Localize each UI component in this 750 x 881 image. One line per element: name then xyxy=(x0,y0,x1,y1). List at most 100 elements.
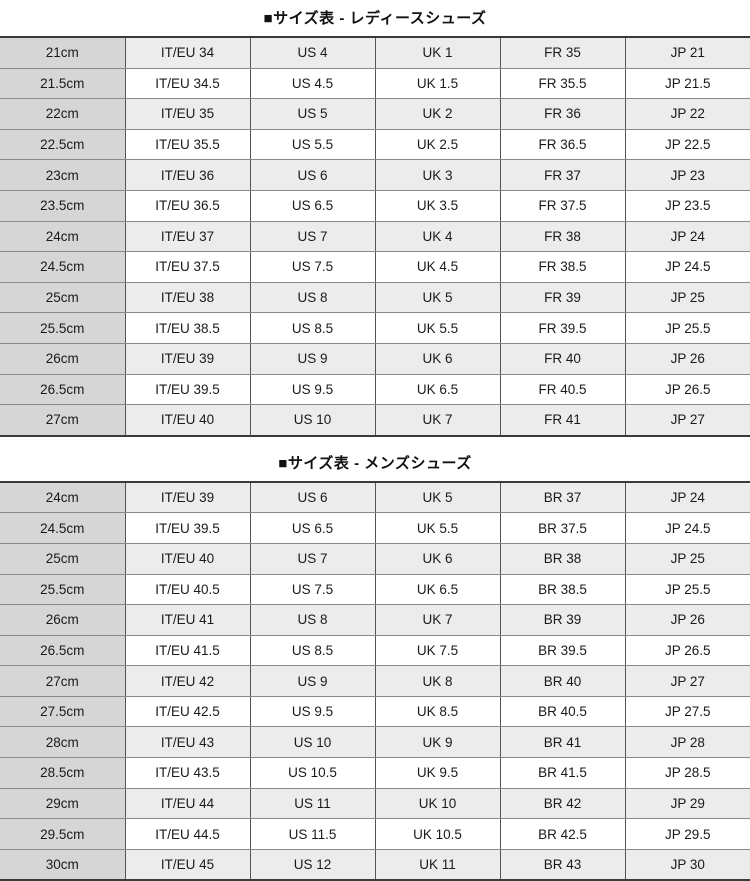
cell-jp-size: JP 26 xyxy=(625,342,750,375)
cell-cm-size: 24.5cm xyxy=(0,251,126,283)
cell-br-size: BR 41 xyxy=(500,726,626,759)
cell-jp-size: JP 29.5 xyxy=(625,818,750,850)
cell-cm-size: 24cm xyxy=(0,481,126,514)
cell-br-size: BR 37.5 xyxy=(500,512,626,544)
cell-br-size: BR 42 xyxy=(500,787,626,820)
cell-it-eu-size: IT/EU 39 xyxy=(125,481,251,514)
cell-fr-size: FR 36.5 xyxy=(500,128,626,161)
cell-cm-size: 25cm xyxy=(0,542,126,575)
cell-uk-size: UK 1 xyxy=(375,36,501,69)
cell-us-size: US 7 xyxy=(250,542,376,575)
cell-it-eu-size: IT/EU 36 xyxy=(125,159,251,191)
table-row: 24.5cm IT/EU 39.5 US 6.5 UK 5.5 BR 37.5 JP 24… xyxy=(0,512,750,544)
cell-it-eu-size: IT/EU 37 xyxy=(125,220,251,253)
cell-it-eu-size: IT/EU 39 xyxy=(125,342,251,375)
table-row: 25cm IT/EU 38 US 8 UK 5 FR 39 JP 25 xyxy=(0,281,750,314)
table-row: 27cm IT/EU 40 US 10 UK 7 FR 41 JP 27 xyxy=(0,404,750,437)
ladies-size-table: 21cm IT/EU 34 US 4 UK 1 FR 35 JP 21 21.5cm IT/E… xyxy=(0,36,750,437)
cell-jp-size: JP 29 xyxy=(625,787,750,820)
cell-it-eu-size: IT/EU 35 xyxy=(125,98,251,130)
cell-us-size: US 9.5 xyxy=(250,695,376,728)
cell-fr-size: FR 37.5 xyxy=(500,189,626,222)
cell-it-eu-size: IT/EU 34 xyxy=(125,36,251,69)
cell-jp-size: JP 26 xyxy=(625,604,750,636)
cell-jp-size: JP 27 xyxy=(625,665,750,697)
table-row: 29.5cm IT/EU 44.5 US 11.5 UK 10.5 BR 42.5 JP … xyxy=(0,818,750,850)
cell-fr-size: FR 37 xyxy=(500,159,626,191)
cell-us-size: US 7.5 xyxy=(250,251,376,283)
cell-it-eu-size: IT/EU 37.5 xyxy=(125,251,251,283)
table-row: 21cm IT/EU 34 US 4 UK 1 FR 35 JP 21 xyxy=(0,36,750,69)
cell-cm-size: 30cm xyxy=(0,848,126,881)
table-row: 27cm IT/EU 42 US 9 UK 8 BR 40 JP 27 xyxy=(0,665,750,697)
cell-cm-size: 28.5cm xyxy=(0,757,126,789)
cell-jp-size: JP 22 xyxy=(625,98,750,130)
cell-it-eu-size: IT/EU 43 xyxy=(125,726,251,759)
cell-it-eu-size: IT/EU 40 xyxy=(125,542,251,575)
cell-us-size: US 9.5 xyxy=(250,373,376,406)
cell-uk-size: UK 11 xyxy=(375,848,501,881)
cell-br-size: BR 41.5 xyxy=(500,757,626,789)
cell-cm-size: 27cm xyxy=(0,665,126,697)
cell-cm-size: 23.5cm xyxy=(0,189,126,222)
cell-cm-size: 23cm xyxy=(0,159,126,191)
cell-us-size: US 8.5 xyxy=(250,634,376,667)
cell-us-size: US 8.5 xyxy=(250,312,376,344)
cell-cm-size: 29.5cm xyxy=(0,818,126,850)
ladies-table-body: 21cm IT/EU 34 US 4 UK 1 FR 35 JP 21 21.5cm IT/E… xyxy=(0,36,750,437)
cell-jp-size: JP 26.5 xyxy=(625,373,750,406)
table-row: 23.5cm IT/EU 36.5 US 6.5 UK 3.5 FR 37.5 JP 23… xyxy=(0,189,750,222)
cell-cm-size: 26cm xyxy=(0,342,126,375)
cell-jp-size: JP 25 xyxy=(625,281,750,314)
cell-uk-size: UK 9.5 xyxy=(375,757,501,789)
cell-uk-size: UK 9 xyxy=(375,726,501,759)
cell-uk-size: UK 5.5 xyxy=(375,512,501,544)
cell-us-size: US 12 xyxy=(250,848,376,881)
cell-us-size: US 10 xyxy=(250,726,376,759)
cell-fr-size: FR 38.5 xyxy=(500,251,626,283)
cell-us-size: US 7 xyxy=(250,220,376,253)
cell-uk-size: UK 7 xyxy=(375,604,501,636)
cell-fr-size: FR 36 xyxy=(500,98,626,130)
table-row: 29cm IT/EU 44 US 11 UK 10 BR 42 JP 29 xyxy=(0,787,750,820)
cell-it-eu-size: IT/EU 42.5 xyxy=(125,695,251,728)
cell-us-size: US 5.5 xyxy=(250,128,376,161)
cell-uk-size: UK 3 xyxy=(375,159,501,191)
cell-uk-size: UK 6.5 xyxy=(375,373,501,406)
cell-cm-size: 25.5cm xyxy=(0,312,126,344)
cell-it-eu-size: IT/EU 41 xyxy=(125,604,251,636)
cell-us-size: US 4.5 xyxy=(250,67,376,100)
table-row: 25.5cm IT/EU 38.5 US 8.5 UK 5.5 FR 39.5 JP 25… xyxy=(0,312,750,344)
cell-uk-size: UK 6 xyxy=(375,342,501,375)
table-row: 26.5cm IT/EU 41.5 US 8.5 UK 7.5 BR 39.5 JP 26… xyxy=(0,634,750,667)
cell-uk-size: UK 10.5 xyxy=(375,818,501,850)
cell-us-size: US 4 xyxy=(250,36,376,69)
cell-jp-size: JP 23 xyxy=(625,159,750,191)
table-row: 30cm IT/EU 45 US 12 UK 11 BR 43 JP 30 xyxy=(0,848,750,881)
cell-uk-size: UK 10 xyxy=(375,787,501,820)
cell-us-size: US 11 xyxy=(250,787,376,820)
cell-uk-size: UK 5 xyxy=(375,281,501,314)
cell-cm-size: 24cm xyxy=(0,220,126,253)
cell-fr-size: FR 41 xyxy=(500,404,626,437)
cell-cm-size: 27.5cm xyxy=(0,695,126,728)
cell-br-size: BR 40.5 xyxy=(500,695,626,728)
table-row: 25cm IT/EU 40 US 7 UK 6 BR 38 JP 25 xyxy=(0,542,750,575)
cell-us-size: US 9 xyxy=(250,342,376,375)
mens-section-title: ■サイズ表 - メンズシューズ xyxy=(278,454,472,472)
cell-cm-size: 26.5cm xyxy=(0,373,126,406)
cell-jp-size: JP 27 xyxy=(625,404,750,437)
cell-uk-size: UK 7 xyxy=(375,404,501,437)
cell-fr-size: FR 39.5 xyxy=(500,312,626,344)
table-row: 21.5cm IT/EU 34.5 US 4.5 UK 1.5 FR 35.5 JP 21… xyxy=(0,67,750,100)
table-row: 28cm IT/EU 43 US 10 UK 9 BR 41 JP 28 xyxy=(0,726,750,759)
cell-it-eu-size: IT/EU 41.5 xyxy=(125,634,251,667)
cell-us-size: US 8 xyxy=(250,281,376,314)
cell-jp-size: JP 26.5 xyxy=(625,634,750,667)
table-row: 23cm IT/EU 36 US 6 UK 3 FR 37 JP 23 xyxy=(0,159,750,191)
cell-it-eu-size: IT/EU 34.5 xyxy=(125,67,251,100)
cell-us-size: US 11.5 xyxy=(250,818,376,850)
cell-cm-size: 25.5cm xyxy=(0,573,126,606)
cell-cm-size: 21cm xyxy=(0,36,126,69)
cell-cm-size: 26cm xyxy=(0,604,126,636)
